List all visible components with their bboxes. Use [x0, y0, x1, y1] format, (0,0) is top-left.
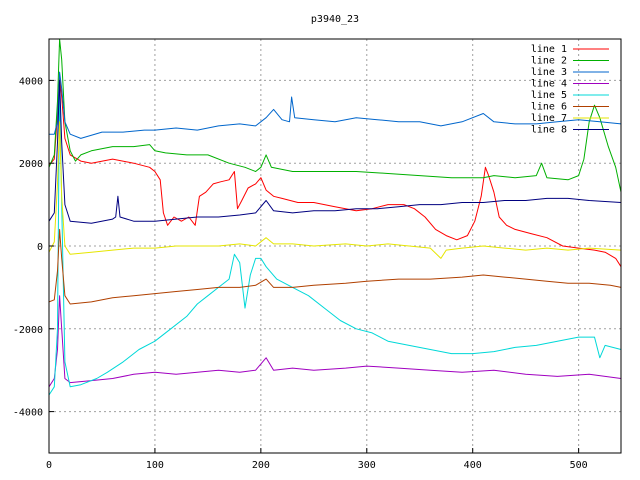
legend-label: line 8	[531, 125, 567, 136]
series-line-5	[48, 79, 622, 396]
series-line-6	[48, 228, 622, 305]
y-axis: -4000 -2000 0 2000 4000	[13, 76, 54, 419]
series-line-3	[49, 71, 622, 139]
series-group	[48, 38, 622, 396]
series-line-7	[48, 121, 622, 259]
x-tick-label: 300	[358, 460, 376, 471]
chart-title: p3940_23	[311, 14, 359, 25]
legend-label: line 6	[531, 102, 567, 113]
series-line-8	[48, 79, 622, 224]
x-tick-label: 200	[252, 460, 270, 471]
legend-label: line 4	[531, 79, 567, 90]
grid-lines	[49, 39, 621, 453]
y-tick-label: 2000	[19, 159, 43, 170]
y-tick-label: 4000	[19, 76, 43, 87]
legend-label: line 1	[531, 44, 567, 55]
series-line-4	[48, 295, 622, 388]
series-line-1	[48, 75, 622, 267]
series-line-2	[48, 38, 622, 193]
x-axis: 0 100 200 300 400 500	[46, 448, 588, 471]
y-tick-label: 0	[37, 242, 43, 253]
x-tick-label: 500	[570, 460, 588, 471]
legend-label: line 2	[531, 56, 567, 67]
y-tick-label: -2000	[13, 325, 43, 336]
legend-label: line 7	[531, 113, 567, 124]
y-tick-label: -4000	[13, 408, 43, 419]
x-tick-label: 400	[464, 460, 482, 471]
x-tick-label: 0	[46, 460, 52, 471]
legend-label: line 5	[531, 90, 567, 101]
legend-label: line 3	[531, 67, 567, 78]
x-tick-label: 100	[146, 460, 164, 471]
